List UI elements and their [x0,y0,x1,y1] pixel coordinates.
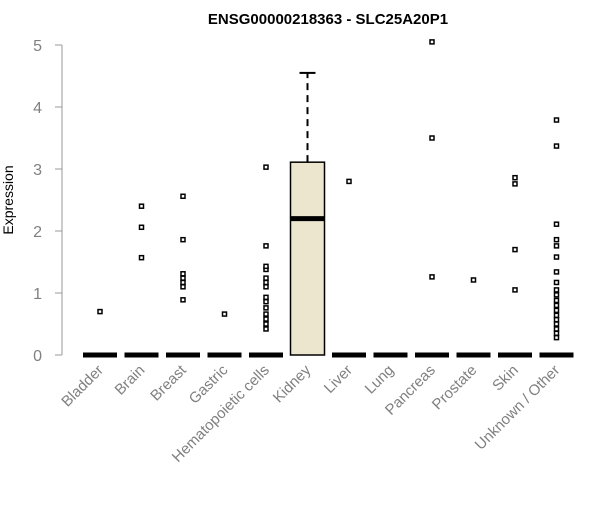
outlier-point [263,311,269,317]
outlier-point [180,284,186,290]
outlier-point [553,297,560,304]
outlier-point [263,279,269,286]
outlier-point [470,277,477,283]
outlier-point [553,316,560,323]
outlier-point [553,330,560,337]
outlier-point [180,236,186,243]
outlier-point [263,321,269,327]
box-group [166,193,200,358]
outlier-point [263,243,269,249]
box-iqr [289,161,326,356]
box-group [207,311,242,358]
box-group [83,308,117,358]
outlier-point [263,298,269,305]
outlier-point [553,321,560,327]
outlier-point [553,302,560,309]
box-group [539,117,574,358]
x-tick-label: Kidney [270,361,315,406]
outlier-point [553,221,560,227]
outlier-point [553,117,560,123]
outlier-point [553,254,560,260]
x-tick-label: Skin [489,362,522,395]
outlier-point [553,279,560,286]
box-group [249,164,283,358]
box-group [289,71,326,356]
outlier-point [263,326,269,332]
outlier-point [138,254,145,261]
box-group [498,174,532,358]
outlier-point [429,39,435,45]
box-group [456,277,491,358]
box-group [124,203,159,358]
y-tick-label: 5 [33,38,42,55]
y-tick-label: 0 [33,348,42,365]
outlier-point [512,181,518,187]
outlier-point [553,236,560,243]
outlier-point [263,284,269,290]
box-group [332,178,366,358]
outlier-point [346,178,352,185]
y-axis-label: Expression [0,165,16,234]
y-tick-label: 2 [33,224,42,241]
x-tick-label: Brain [112,362,149,399]
outlier-point [553,334,560,341]
outlier-point [553,269,560,275]
outlier-point [138,224,145,231]
box-plot-series [83,39,574,358]
outlier-point [553,243,560,249]
outlier-point [263,305,269,311]
box-group [415,39,449,358]
outlier-point [263,294,269,301]
outlier-point [263,164,269,170]
outlier-point [553,143,560,149]
outlier-point [263,275,269,281]
outlier-point [221,311,228,317]
outlier-point [429,274,435,280]
outlier-point [263,263,269,270]
y-tick-label: 4 [33,100,42,117]
outlier-point [97,308,103,315]
y-tick-label: 1 [33,286,42,303]
x-tick-label: Liver [321,362,356,397]
x-tick-label: Breast [147,361,190,404]
outlier-point [553,307,560,314]
x-tick-label: Prostate [429,362,481,414]
outlier-point [263,316,269,322]
outlier-point [180,279,186,286]
outlier-point [553,326,560,332]
y-tick-label: 3 [33,162,42,179]
outlier-point [553,287,560,293]
outlier-point [138,203,145,209]
outlier-point [512,246,518,253]
x-tick-label: Lung [362,362,398,398]
y-axis: 0 1 2 3 4 5 [33,38,63,365]
outlier-point [180,271,186,277]
chart-title: ENSG00000218363 - SLC25A20P1 [208,11,448,28]
outlier-point [553,312,560,319]
outlier-point [180,275,186,281]
outlier-point [180,297,186,303]
outlier-point [553,292,560,298]
x-tick-label: Bladder [58,362,107,411]
outlier-point [180,193,186,200]
outlier-point [429,135,435,141]
outlier-point [512,174,518,181]
outlier-point [512,287,518,293]
